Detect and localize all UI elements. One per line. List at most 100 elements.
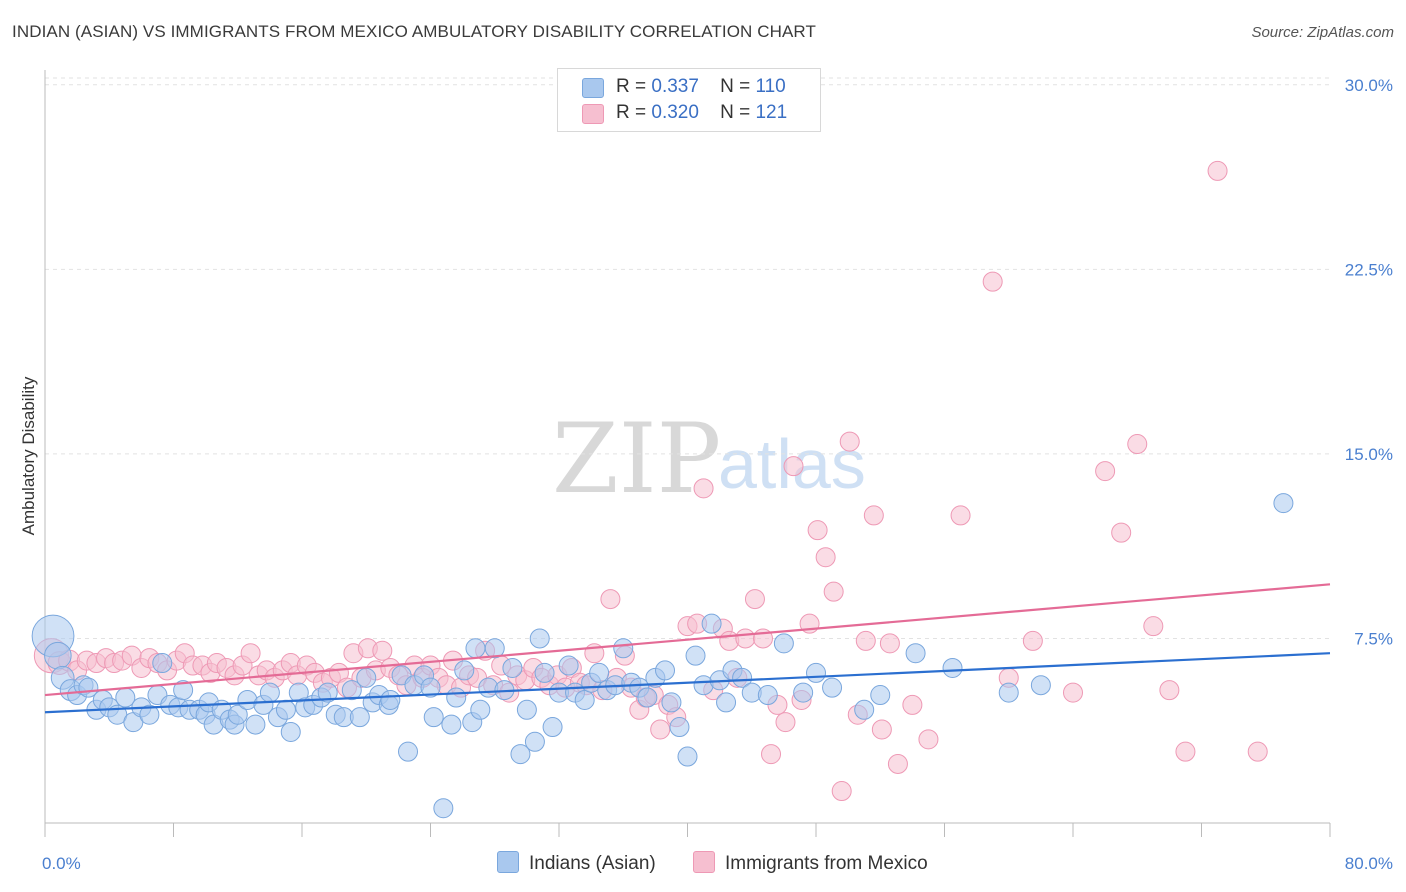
point-mexico xyxy=(831,781,852,802)
point-mexico xyxy=(887,753,908,774)
point-indian xyxy=(998,682,1019,703)
point-mexico xyxy=(1207,160,1228,181)
point-indian xyxy=(716,692,737,713)
point-indian xyxy=(245,714,266,735)
point-indian xyxy=(502,657,523,678)
point-indian xyxy=(280,721,301,742)
point-mexico xyxy=(735,628,756,649)
point-indian xyxy=(441,714,462,735)
point-indian xyxy=(420,677,441,698)
trendline-mexico xyxy=(44,583,1331,697)
point-indian xyxy=(341,680,362,701)
point-mexico xyxy=(650,719,671,740)
point-indian xyxy=(433,798,454,819)
point-indian xyxy=(524,731,545,752)
tick-labels: 7.5% 15.0% 22.5% 30.0% 0.0% 80.0% xyxy=(42,76,1393,873)
point-indian xyxy=(822,677,843,698)
point-mexico xyxy=(1247,741,1268,762)
point-mexico xyxy=(775,712,796,733)
y-tick-label: 30.0% xyxy=(1345,76,1393,95)
point-mexico xyxy=(863,505,884,526)
point-mexico xyxy=(600,589,621,610)
point-indian xyxy=(655,660,676,681)
point-mexico xyxy=(783,456,804,477)
axes xyxy=(44,70,1331,837)
point-mexico xyxy=(823,581,844,602)
stats-legend: R = 0.337 N = 110 R = 0.320 N = 121 xyxy=(557,68,821,132)
point-indian xyxy=(152,653,173,674)
point-mexico xyxy=(1127,434,1148,455)
bottom-legend-mexico: Immigrants from Mexico xyxy=(693,851,928,877)
legend-n-value: 110 xyxy=(755,76,786,97)
point-indian xyxy=(44,641,72,670)
point-indian xyxy=(669,717,690,738)
point-indian xyxy=(470,699,491,720)
point-indian xyxy=(446,687,467,708)
x-tick-label: 0.0% xyxy=(42,854,81,873)
point-mexico xyxy=(1175,741,1196,762)
point-mexico xyxy=(1022,630,1043,651)
y-tick-label: 7.5% xyxy=(1354,629,1393,648)
point-indian xyxy=(259,682,280,703)
legend-n-value: 121 xyxy=(755,102,788,123)
y-axis-label: Ambulatory Disability xyxy=(19,376,38,535)
point-mexico xyxy=(1095,461,1116,482)
point-indian xyxy=(423,707,444,728)
point-indian xyxy=(870,685,891,706)
point-indian xyxy=(275,699,296,720)
point-indian xyxy=(173,680,194,701)
point-mexico xyxy=(839,431,860,452)
point-indian xyxy=(317,682,338,703)
trendlines xyxy=(44,583,1331,714)
point-indian xyxy=(380,689,401,710)
point-indian xyxy=(534,662,555,683)
point-indian xyxy=(484,638,505,659)
chart-title: INDIAN (ASIAN) VS IMMIGRANTS FROM MEXICO… xyxy=(12,22,816,41)
point-indian xyxy=(139,704,160,725)
point-indian xyxy=(454,660,475,681)
pink-swatch-icon xyxy=(582,104,604,124)
point-indian xyxy=(757,685,778,706)
pink-swatch-icon xyxy=(693,851,715,873)
point-mexico xyxy=(1159,680,1180,701)
point-indian xyxy=(1273,493,1294,514)
y-tick-label: 22.5% xyxy=(1345,260,1393,279)
bottom-legend-label: Indians (Asian) xyxy=(529,853,656,874)
point-indian xyxy=(574,689,595,710)
point-mexico xyxy=(1111,522,1132,543)
point-indian xyxy=(793,682,814,703)
point-indian xyxy=(1030,675,1051,696)
point-mexico xyxy=(761,744,782,765)
legend-n-label: N = xyxy=(720,102,751,123)
point-indian xyxy=(905,643,926,664)
point-indian xyxy=(677,746,698,767)
point-indian xyxy=(806,662,826,683)
point-indian xyxy=(558,655,579,676)
point-indian xyxy=(516,699,537,720)
point-mexico xyxy=(982,271,1003,292)
point-mexico xyxy=(1063,682,1083,703)
watermark-zip: ZIP xyxy=(552,403,721,515)
point-indian xyxy=(589,662,610,683)
bottom-legend-indians: Indians (Asian) xyxy=(497,851,656,877)
point-indian xyxy=(465,638,486,659)
blue-swatch-icon xyxy=(582,78,604,98)
point-mexico xyxy=(372,640,393,661)
point-mexico xyxy=(855,630,876,651)
point-indian xyxy=(773,633,794,654)
x-tick-label: 80.0% xyxy=(1345,854,1393,873)
point-mexico xyxy=(240,643,261,664)
bottom-legend-label: Immigrants from Mexico xyxy=(725,853,928,874)
point-indian xyxy=(356,667,377,688)
blue-swatch-icon xyxy=(497,851,519,873)
point-indian xyxy=(227,704,248,725)
point-indian xyxy=(510,744,531,765)
point-mexico xyxy=(902,694,923,715)
point-indian xyxy=(732,667,753,688)
point-mexico xyxy=(815,547,836,568)
point-indian xyxy=(349,707,370,728)
point-indian xyxy=(701,613,722,634)
point-mexico xyxy=(807,520,828,541)
point-indian xyxy=(854,699,875,720)
